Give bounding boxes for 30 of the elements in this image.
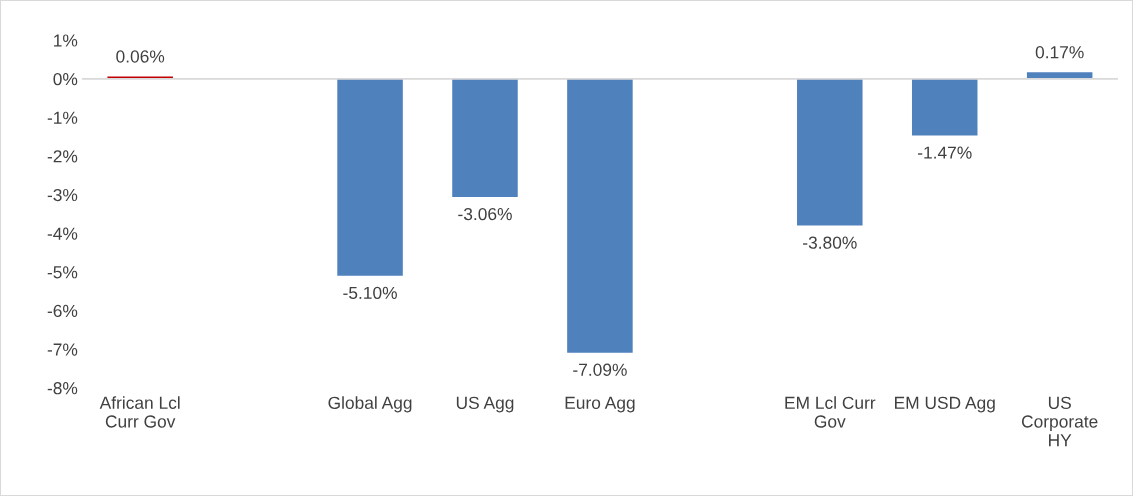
bar — [567, 78, 633, 353]
x-tick-label: US Corporate HY — [1021, 396, 1098, 447]
bar — [911, 78, 978, 136]
data-label: -5.10% — [343, 286, 397, 300]
x-tick-label: African Lcl Curr Gov — [99, 396, 180, 428]
y-tick-label: -1% — [47, 111, 78, 124]
y-tick-label: -2% — [47, 150, 78, 163]
data-label: -1.47% — [918, 146, 972, 159]
y-tick-label: 0% — [53, 72, 78, 86]
data-label: -3.80% — [803, 236, 857, 249]
y-tick-label: -5% — [47, 266, 78, 279]
x-tick-label: Euro Agg — [565, 396, 635, 413]
bar — [1026, 72, 1093, 79]
x-tick-label: EM USD Agg — [895, 396, 995, 413]
bar — [337, 78, 403, 276]
bar — [452, 78, 518, 198]
y-tick-label: -3% — [47, 188, 78, 202]
data-label: -7.09% — [573, 363, 627, 376]
x-tick-label: Global Agg — [328, 396, 412, 413]
data-label: 0.06% — [116, 50, 165, 63]
x-tick-label: US Agg — [456, 396, 514, 413]
y-tick-label: -7% — [47, 343, 78, 356]
bar — [797, 78, 863, 226]
x-tick-label: EM Lcl Curr Gov — [785, 396, 876, 428]
data-label: -3.06% — [458, 207, 512, 221]
y-tick-label: -4% — [47, 227, 78, 240]
data-label: 0.17% — [1035, 46, 1084, 59]
y-tick-label: -6% — [47, 304, 78, 318]
y-tick-label: 1% — [54, 34, 78, 47]
y-tick-label: -8% — [47, 382, 78, 395]
